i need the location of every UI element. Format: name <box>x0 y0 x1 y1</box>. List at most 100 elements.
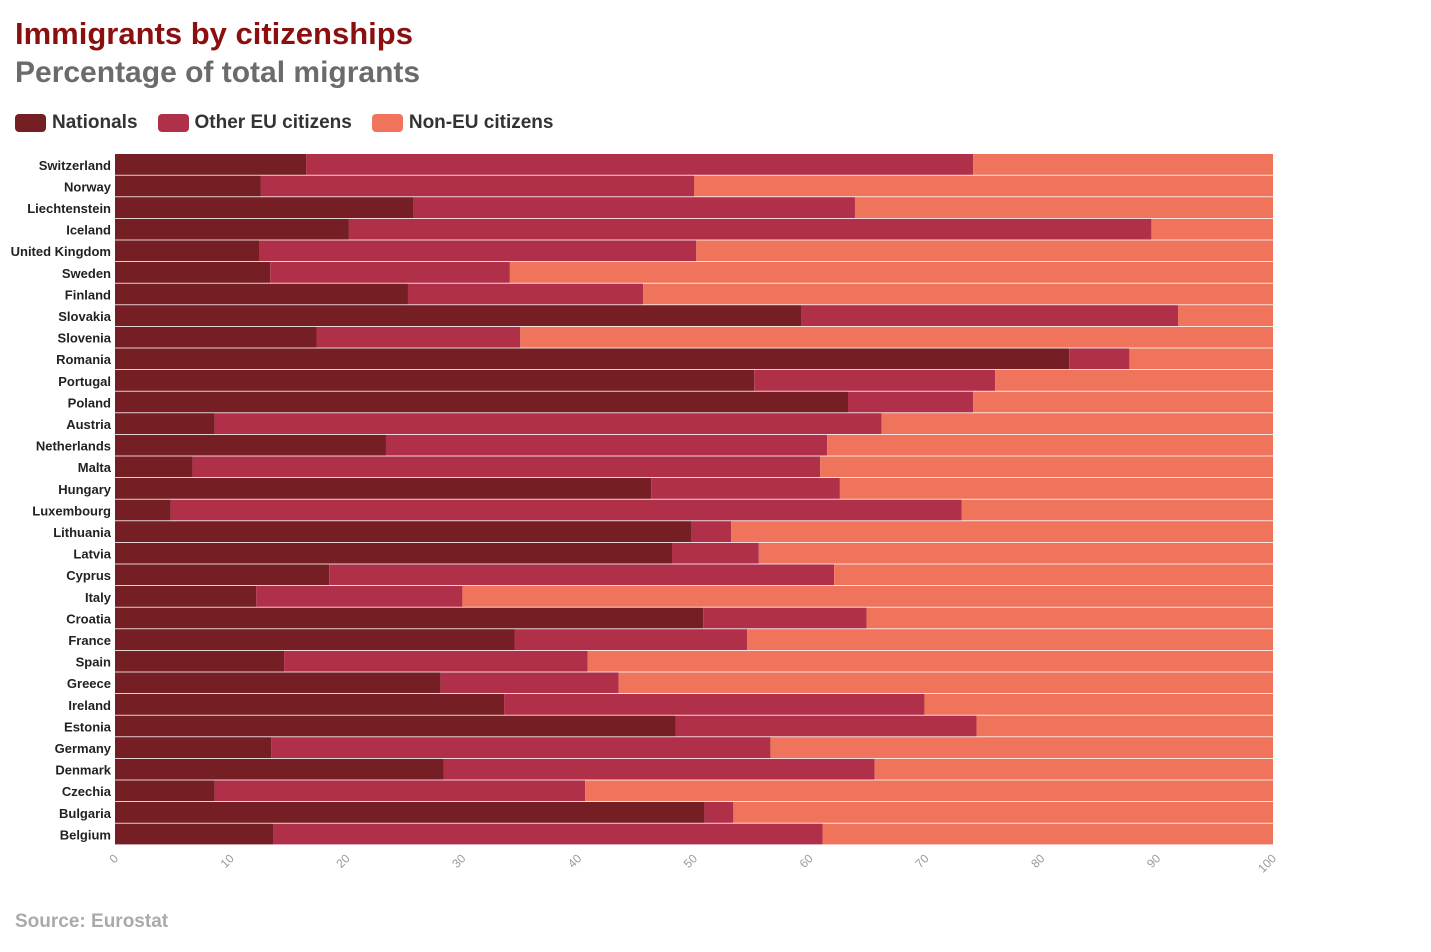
x-tick-label-50: 50 <box>681 851 701 871</box>
bar-bulgaria-nationals <box>115 802 705 823</box>
category-label-germany: Germany <box>55 741 112 756</box>
bar-portugal-other-eu-citizens <box>754 370 996 391</box>
bar-malta-other-eu-citizens <box>192 456 821 478</box>
bar-croatia-non-eu-citizens <box>866 607 1273 629</box>
bar-switzerland-other-eu-citizens <box>306 154 974 175</box>
category-label-liechtenstein: Liechtenstein <box>27 201 111 216</box>
bar-ireland-other-eu-citizens <box>504 694 925 715</box>
category-labels-group: Switzerland Norway Liechtenstein Iceland Uni… <box>11 158 112 843</box>
legend-item-nationals[interactable]: Nationals <box>15 112 138 134</box>
category-label-portugal: Portugal <box>58 374 111 389</box>
bar-denmark-other-eu-citizens <box>443 758 875 780</box>
bar-latvia-other-eu-citizens <box>672 542 759 564</box>
category-label-spain: Spain <box>76 655 111 670</box>
category-label-latvia: Latvia <box>73 547 111 562</box>
category-label-cyprus: Cyprus <box>66 568 111 583</box>
bar-czechia-non-eu-citizens <box>585 780 1273 802</box>
bar-united-kingdom-non-eu-citizens <box>696 240 1273 262</box>
bar-bulgaria-other-eu-citizens <box>704 802 734 823</box>
bar-cyprus-other-eu-citizens <box>329 564 835 586</box>
bar-italy-other-eu-citizens <box>256 586 463 607</box>
x-tick-label-20: 20 <box>333 851 353 871</box>
legend-label-non-eu: Non-EU citizens <box>408 112 554 133</box>
bar-greece-other-eu-citizens <box>440 672 619 694</box>
bar-romania-nationals <box>115 348 1070 370</box>
bar-sweden-nationals <box>115 262 271 283</box>
bar-norway-other-eu-citizens <box>260 175 694 197</box>
source-note: Source: Eurostat <box>15 911 169 932</box>
bar-germany-nationals <box>115 737 272 758</box>
bar-netherlands-nationals <box>115 434 386 456</box>
bar-norway-non-eu-citizens <box>694 175 1273 197</box>
legend-swatch-other-eu <box>157 114 189 132</box>
legend-label-other-eu: Other EU citizens <box>194 112 352 133</box>
bar-slovenia-other-eu-citizens <box>316 326 521 348</box>
bar-portugal-non-eu-citizens <box>995 370 1273 391</box>
x-tick-label-0: 0 <box>106 851 121 866</box>
bar-lithuania-nationals <box>115 521 692 542</box>
category-label-ireland: Ireland <box>68 698 111 713</box>
bar-latvia-nationals <box>115 542 672 564</box>
bar-luxembourg-other-eu-citizens <box>170 499 962 521</box>
bar-malta-non-eu-citizens <box>820 456 1273 478</box>
chart-subtitle: Percentage of total migrants <box>15 56 421 89</box>
bar-czechia-nationals <box>115 780 215 802</box>
category-label-estonia: Estonia <box>64 719 112 734</box>
x-tick-label-30: 30 <box>449 851 469 871</box>
bar-germany-other-eu-citizens <box>271 737 771 758</box>
bar-bulgaria-non-eu-citizens <box>733 802 1273 823</box>
x-axis-ticks-group: 0 10 20 30 40 50 60 70 80 90 100 <box>106 851 1279 875</box>
bar-poland-nationals <box>115 391 849 413</box>
bar-austria-nationals <box>115 413 215 434</box>
bar-belgium-other-eu-citizens <box>273 823 823 845</box>
chart-title: Immigrants by citizenships <box>15 16 413 51</box>
legend-item-other-eu[interactable]: Other EU citizens <box>157 112 352 134</box>
bar-finland-other-eu-citizens <box>407 283 644 305</box>
category-label-denmark: Denmark <box>55 763 111 778</box>
bar-croatia-nationals <box>115 607 704 629</box>
category-label-italy: Italy <box>85 590 112 605</box>
category-label-austria: Austria <box>66 417 112 432</box>
bar-slovenia-non-eu-citizens <box>520 326 1273 348</box>
category-label-sweden: Sweden <box>62 266 111 281</box>
bar-austria-non-eu-citizens <box>881 413 1273 434</box>
bar-finland-nationals <box>115 283 408 305</box>
bar-united-kingdom-nationals <box>115 240 260 262</box>
bar-slovakia-non-eu-citizens <box>1178 305 1273 326</box>
bar-ireland-nationals <box>115 694 505 715</box>
bar-united-kingdom-other-eu-citizens <box>259 240 697 262</box>
x-tick-label-70: 70 <box>912 851 932 871</box>
x-tick-label-60: 60 <box>797 851 817 871</box>
legend-item-non-eu[interactable]: Non-EU citizens <box>371 112 554 134</box>
bar-austria-other-eu-citizens <box>214 413 882 434</box>
category-label-finland: Finland <box>65 287 111 302</box>
category-label-slovenia: Slovenia <box>58 331 112 346</box>
bar-netherlands-non-eu-citizens <box>827 434 1273 456</box>
bar-hungary-nationals <box>115 478 652 499</box>
category-label-norway: Norway <box>64 179 112 194</box>
bar-malta-nationals <box>115 456 193 478</box>
bars-group <box>115 154 1273 845</box>
bar-germany-non-eu-citizens <box>770 737 1273 758</box>
bar-denmark-nationals <box>115 758 444 780</box>
category-label-bulgaria: Bulgaria <box>59 806 112 821</box>
bar-greece-non-eu-citizens <box>618 672 1273 694</box>
bar-cyprus-non-eu-citizens <box>834 564 1273 586</box>
bar-greece-nationals <box>115 672 441 694</box>
bar-estonia-other-eu-citizens <box>675 715 977 737</box>
category-label-hungary: Hungary <box>58 482 112 497</box>
x-tick-label-80: 80 <box>1028 851 1048 871</box>
bar-estonia-non-eu-citizens <box>976 715 1273 737</box>
bar-luxembourg-nationals <box>115 499 171 521</box>
bar-sweden-other-eu-citizens <box>270 262 510 283</box>
bar-iceland-other-eu-citizens <box>348 218 1152 240</box>
bar-lithuania-other-eu-citizens <box>691 521 732 542</box>
bar-spain-nationals <box>115 650 285 672</box>
bar-croatia-other-eu-citizens <box>703 607 867 629</box>
bar-sweden-non-eu-citizens <box>509 262 1273 283</box>
bar-cyprus-nationals <box>115 564 330 586</box>
bar-liechtenstein-nationals <box>115 197 414 218</box>
x-tick-label-90: 90 <box>1144 851 1164 871</box>
bar-romania-non-eu-citizens <box>1129 348 1273 370</box>
category-label-romania: Romania <box>56 352 112 367</box>
